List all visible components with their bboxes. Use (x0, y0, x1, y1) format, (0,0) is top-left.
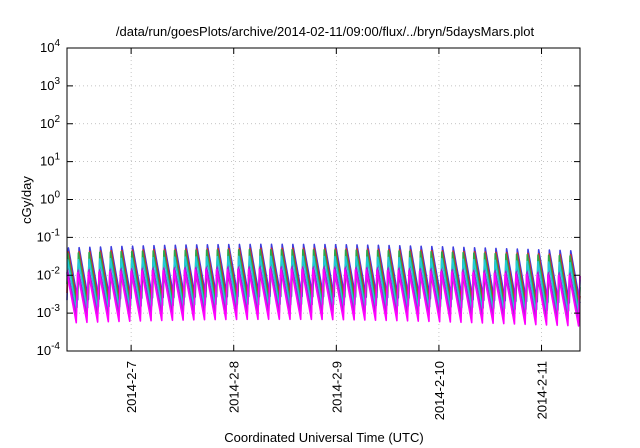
y-tick-label: 104 (40, 38, 60, 55)
y-tick-label: 10-4 (37, 341, 61, 358)
y-tick-label: 103 (40, 76, 60, 93)
y-tick-label: 10-1 (37, 227, 61, 244)
y-tick-label: 10-2 (37, 265, 61, 282)
plot-series (66, 243, 581, 327)
x-tick-label: 2014-2-7 (124, 361, 139, 413)
x-axis-label: Coordinated Universal Time (UTC) (224, 430, 423, 445)
x-tick-label: 2014-2-8 (227, 361, 242, 413)
y-tick-label: 101 (40, 152, 60, 169)
series-line (66, 268, 581, 327)
plot-frame (66, 47, 581, 352)
chart-title: /data/run/goesPlots/archive/2014-02-11/0… (116, 24, 535, 39)
y-tick-label: 100 (40, 190, 60, 207)
y-tick-label: 10-3 (37, 303, 61, 320)
x-tick-label: 2014-2-11 (535, 361, 550, 419)
y-tick-label: 102 (40, 114, 60, 131)
axes: 10-4 10-3 10-2 10-1 100 101 102 103 104 2014-2-7 2… (37, 38, 580, 420)
x-tick-label: 2014-2-9 (329, 361, 344, 413)
y-axis-label: cGy/day (19, 176, 34, 224)
x-tick-label: 2014-2-10 (432, 361, 447, 420)
